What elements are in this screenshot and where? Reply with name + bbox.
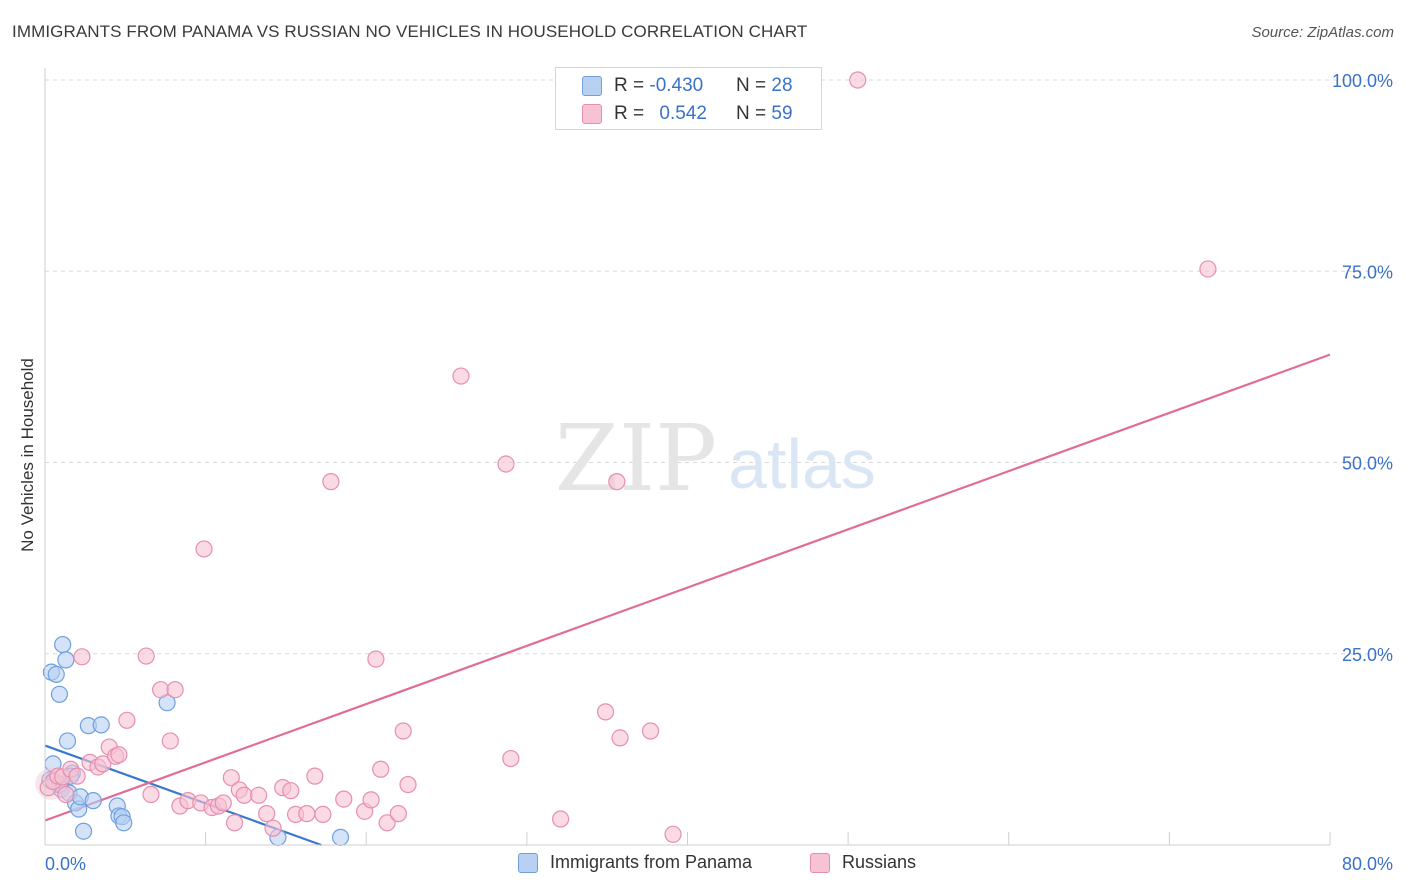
russians-trend-line [44, 353, 1331, 822]
russians-point [137, 647, 155, 665]
y-tick-label: 25.0% [1342, 645, 1393, 665]
panama-point [47, 665, 65, 684]
russians-point [399, 775, 417, 794]
stats-n-russians: N = 59 [736, 103, 793, 125]
russians-point [264, 819, 282, 837]
russians-point [362, 791, 380, 809]
russians-point [258, 805, 276, 823]
russians-point [378, 814, 396, 832]
russians-point [282, 782, 300, 800]
russians-point [452, 367, 470, 385]
x-tick-label: 0.0% [45, 854, 86, 874]
russians-point [394, 722, 412, 740]
r-label: R = [614, 75, 650, 96]
russians-point [225, 814, 244, 832]
n-value: 59 [771, 103, 793, 124]
x-tick-label: 80.0% [1342, 854, 1393, 874]
panama-swatch [582, 76, 602, 96]
russians-point [664, 825, 682, 843]
russians-point [502, 749, 520, 768]
watermark-atlas: atlas [728, 425, 876, 503]
russians-point [497, 455, 515, 473]
russians-point [611, 729, 629, 747]
russians-point [68, 767, 86, 785]
panama-point [115, 814, 133, 832]
russians-point [235, 786, 253, 804]
stats-r-panama: R = -0.430 [614, 75, 703, 97]
legend-label-russians: Russians [842, 852, 917, 872]
russians-point [1199, 260, 1217, 278]
stats-legend: R = -0.430 N = 28 R = 0.542 N = 59 [555, 67, 822, 130]
russians-point [306, 767, 324, 785]
russians-point [641, 722, 660, 740]
russians-point [389, 805, 407, 823]
stats-n-panama: N = 28 [736, 75, 793, 97]
russians-swatch [582, 104, 602, 124]
source-credit: Source: ZipAtlas.com [1251, 24, 1394, 41]
russians-point [250, 786, 268, 804]
stats-r-russians: R = 0.542 [614, 103, 707, 125]
r-label: R = [614, 103, 650, 124]
watermark-zip: ZIP [555, 405, 717, 512]
legend-label-panama: Immigrants from Panama [550, 852, 753, 872]
russians-point [214, 794, 232, 812]
r-value: -0.430 [649, 75, 704, 96]
panama-point [54, 635, 72, 654]
russians-point [94, 755, 112, 773]
russians-point [596, 703, 615, 721]
russians-point [222, 769, 240, 787]
n-label: N = [736, 103, 772, 124]
y-tick-label: 100.0% [1332, 71, 1393, 91]
russians-point [73, 648, 91, 666]
legend-item-panama[interactable]: Immigrants from Panama [518, 852, 752, 873]
russians-point [110, 746, 128, 764]
russians-point [849, 71, 867, 89]
russians-point [195, 540, 213, 558]
russians-point [322, 473, 340, 491]
russians-point [142, 785, 160, 804]
panama-point [58, 732, 77, 750]
series-legend: Immigrants from Panama Russians [0, 850, 1406, 880]
chart-title: IMMIGRANTS FROM PANAMA VS RUSSIAN NO VEH… [12, 22, 808, 41]
grid-lines [45, 79, 1392, 655]
n-value: 28 [771, 75, 793, 96]
n-label: N = [736, 75, 772, 96]
panama-point [331, 828, 350, 846]
russians-point [372, 760, 390, 778]
panama-point [50, 685, 69, 703]
russians-point [335, 790, 353, 808]
panama-point [84, 792, 102, 810]
russians-point [57, 785, 75, 804]
y-tick-label: 75.0% [1342, 262, 1393, 282]
russians-point [118, 711, 136, 729]
russians-point [552, 810, 570, 828]
russians-point [152, 681, 170, 699]
russians-point [161, 732, 179, 750]
legend-item-russians[interactable]: Russians [810, 852, 916, 873]
panama-point [92, 716, 110, 734]
russians-point [367, 650, 385, 668]
russians-point [314, 805, 332, 824]
legend-swatch-russians [810, 852, 830, 873]
r-value: 0.542 [659, 103, 707, 124]
data-points [35, 71, 1217, 846]
russians-point [166, 681, 184, 699]
russians-point [608, 473, 626, 491]
y-tick-label: 50.0% [1342, 454, 1393, 474]
panama-point [57, 651, 75, 669]
russians-point [298, 805, 316, 823]
legend-swatch-panama [518, 852, 538, 873]
axes: 25.0% 50.0% 75.0% 100.0% 0.0% 80.0% [44, 68, 1393, 874]
watermark: ZIP atlas [555, 405, 876, 512]
panama-point [74, 822, 93, 840]
